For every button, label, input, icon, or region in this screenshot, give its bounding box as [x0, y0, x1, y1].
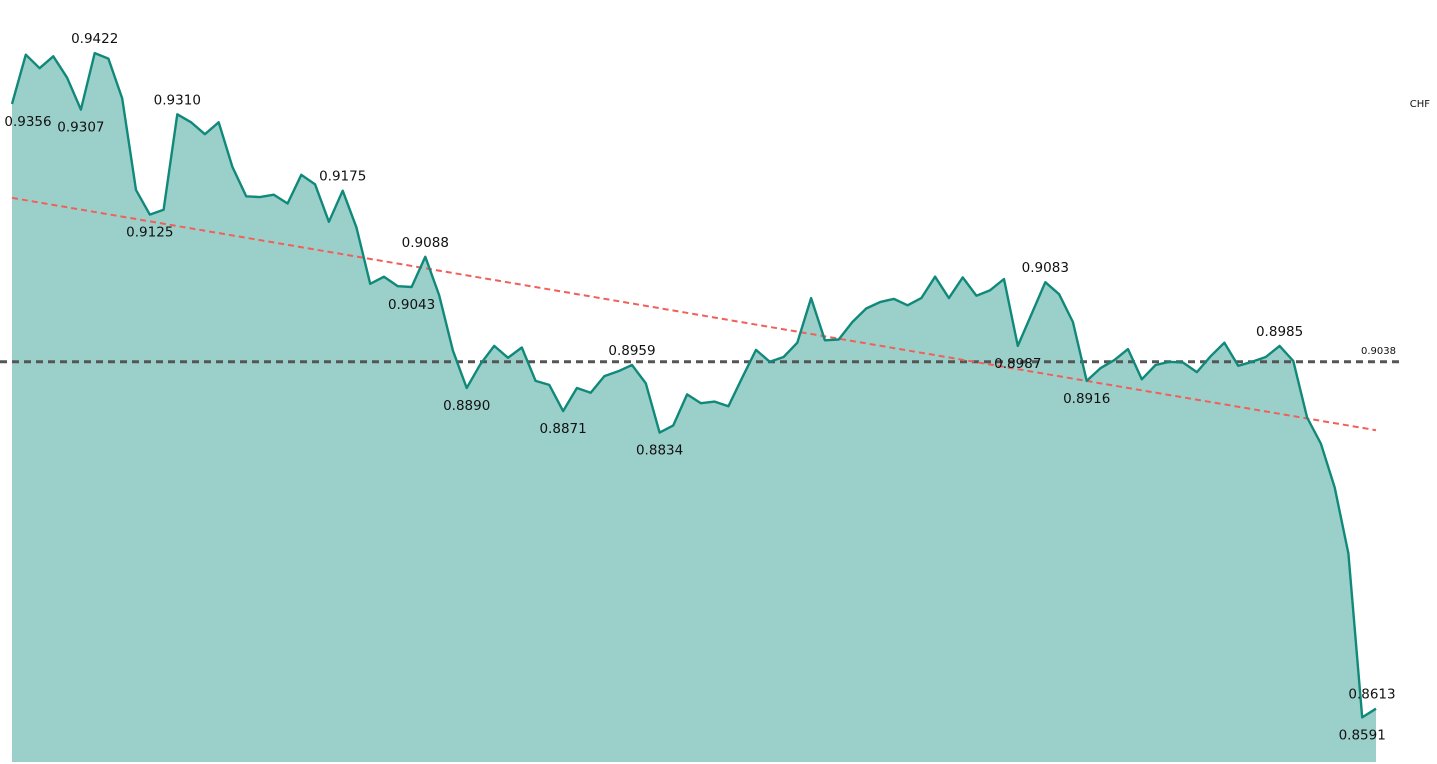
data-labels: 0.9356 0.9307 0.9422 0.9125 0.9310 0.9175 0.90… — [4, 31, 1395, 743]
area-fill — [12, 53, 1376, 763]
data-label: 0.8959 — [608, 343, 655, 359]
data-label: 0.9125 — [126, 225, 173, 241]
data-label: 0.9422 — [71, 31, 118, 47]
average-value-label: 0.9038 — [1361, 346, 1396, 357]
data-label: 0.8987 — [994, 356, 1041, 372]
data-label: 0.8985 — [1256, 324, 1303, 340]
data-label: 0.9175 — [319, 169, 366, 185]
data-label: 0.9356 — [4, 114, 51, 130]
data-label: 0.8890 — [443, 398, 490, 414]
data-label: 0.8834 — [636, 443, 683, 459]
data-label: 0.8916 — [1063, 391, 1110, 407]
series-line — [10, 51, 1377, 719]
currency-unit-label: CHF — [1410, 99, 1431, 110]
data-label: 0.8871 — [539, 421, 586, 437]
data-label: 0.9310 — [154, 92, 201, 108]
data-label: 0.8591 — [1339, 727, 1386, 743]
data-label: 0.9088 — [402, 235, 449, 251]
data-label: 0.8613 — [1348, 687, 1395, 703]
data-label: 0.9307 — [57, 120, 104, 136]
data-label: 0.9083 — [1022, 260, 1069, 276]
trend-line — [11, 196, 1377, 432]
data-label: 0.9043 — [388, 297, 435, 313]
